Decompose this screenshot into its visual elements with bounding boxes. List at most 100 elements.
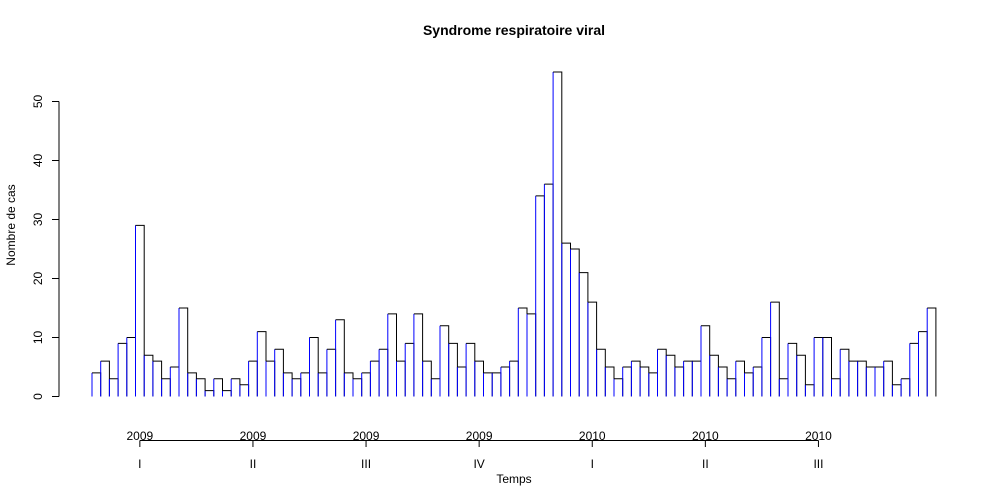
x-tick-year: 2009 [240,429,267,443]
bar [744,372,754,397]
bar [613,378,624,397]
bar [291,378,302,397]
bar [335,319,345,397]
bar [857,360,867,397]
bar [100,360,110,397]
bar [465,342,476,397]
bar [317,372,328,397]
bar [509,360,519,397]
bar [135,224,145,397]
bar [361,372,371,397]
bar [422,360,432,397]
x-tick-year: 2009 [466,429,493,443]
bar [683,360,693,397]
bar [343,372,354,397]
bar [474,360,484,397]
bar [926,307,937,397]
chart-title: Syndrome respiratoire viral [423,22,605,38]
bar [804,384,815,397]
bar [717,366,728,397]
bar [265,360,276,397]
bar [178,307,189,397]
bar [369,360,380,397]
bar [526,313,537,397]
bar [222,390,232,397]
bar [187,372,197,397]
x-tick-quarter: IV [473,457,484,471]
bar [517,307,528,397]
bar [674,366,685,397]
bar [274,348,284,397]
bar [239,384,250,397]
bar [169,366,180,397]
bar [630,360,641,397]
x-tick-quarter: II [250,457,257,471]
bar [639,366,650,397]
bar [778,378,789,397]
bar [587,301,598,397]
bar [596,348,606,397]
bar [831,378,841,397]
bar [865,366,876,397]
bar [439,325,450,397]
x-tick-quarter: I [138,457,141,471]
bar [761,337,772,397]
bar [430,378,441,397]
bar [117,342,128,397]
bar [448,342,458,397]
bar [691,360,702,397]
bar [108,378,119,397]
bar [378,348,389,397]
bar [213,378,223,397]
bar [622,366,632,397]
x-axis-label: Temps [496,472,531,486]
bar [700,325,711,397]
bar [91,372,102,397]
x-tick-quarter: III [813,457,823,471]
bar [500,366,511,397]
bar [648,372,658,397]
y-tick-label: 20 [31,272,45,286]
bar [883,360,893,397]
bar [752,366,763,397]
bar [770,301,780,397]
bar [309,337,319,397]
bar [839,348,850,397]
y-tick-label: 50 [31,95,45,109]
x-axis: 2009 I 2009 II 2009 III 2009 IV 2010 I 2010 II 2010 I… [126,429,832,471]
bar [874,366,885,397]
x-tick-year: 2010 [805,429,832,443]
bars [91,71,937,397]
bar [352,378,363,397]
x-tick-quarter: II [702,457,709,471]
bar [604,366,615,397]
bar [561,242,571,397]
bar [326,348,337,397]
bar [891,384,902,397]
y-axis-label: Nombre de cas [4,184,18,265]
bar [404,342,415,397]
bar [491,372,502,397]
bar [578,272,589,397]
bar [248,360,258,397]
bar [787,342,798,397]
bar [456,366,467,397]
y-tick-label: 0 [31,393,45,400]
bar [665,354,676,397]
x-tick-year: 2009 [353,429,380,443]
bar [413,313,424,397]
y-tick-label: 40 [31,154,45,168]
bar [918,331,928,397]
x-tick-year: 2009 [126,429,153,443]
bar [726,378,737,397]
bar [204,390,215,397]
bar [161,378,171,397]
bar [552,71,563,397]
bar [300,372,310,397]
bar [483,372,493,397]
bar [535,195,545,397]
x-tick-year: 2010 [692,429,719,443]
bar [230,378,241,397]
bar [195,378,206,397]
